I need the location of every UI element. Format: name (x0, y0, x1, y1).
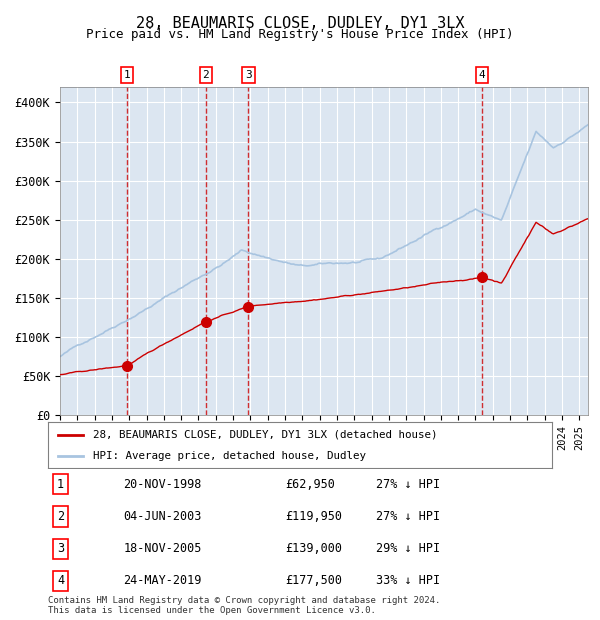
Text: HPI: Average price, detached house, Dudley: HPI: Average price, detached house, Dudl… (94, 451, 367, 461)
Text: 24-MAY-2019: 24-MAY-2019 (124, 575, 202, 587)
Text: 4: 4 (479, 70, 485, 80)
Text: £62,950: £62,950 (285, 478, 335, 490)
Text: 27% ↓ HPI: 27% ↓ HPI (376, 478, 440, 490)
Text: 4: 4 (57, 575, 64, 587)
Text: 3: 3 (57, 542, 64, 555)
Text: 28, BEAUMARIS CLOSE, DUDLEY, DY1 3LX: 28, BEAUMARIS CLOSE, DUDLEY, DY1 3LX (136, 16, 464, 30)
Text: 20-NOV-1998: 20-NOV-1998 (124, 478, 202, 490)
Text: 18-NOV-2005: 18-NOV-2005 (124, 542, 202, 555)
Text: 29% ↓ HPI: 29% ↓ HPI (376, 542, 440, 555)
Text: 28, BEAUMARIS CLOSE, DUDLEY, DY1 3LX (detached house): 28, BEAUMARIS CLOSE, DUDLEY, DY1 3LX (de… (94, 430, 438, 440)
Text: 1: 1 (57, 478, 64, 490)
Text: 33% ↓ HPI: 33% ↓ HPI (376, 575, 440, 587)
Text: 1: 1 (124, 70, 131, 80)
Text: 2: 2 (202, 70, 209, 80)
Text: £139,000: £139,000 (285, 542, 342, 555)
Text: Price paid vs. HM Land Registry's House Price Index (HPI): Price paid vs. HM Land Registry's House … (86, 28, 514, 41)
Text: £177,500: £177,500 (285, 575, 342, 587)
Text: 27% ↓ HPI: 27% ↓ HPI (376, 510, 440, 523)
Text: 04-JUN-2003: 04-JUN-2003 (124, 510, 202, 523)
Text: £119,950: £119,950 (285, 510, 342, 523)
Text: 3: 3 (245, 70, 252, 80)
Text: Contains HM Land Registry data © Crown copyright and database right 2024.
This d: Contains HM Land Registry data © Crown c… (48, 596, 440, 615)
Text: 2: 2 (57, 510, 64, 523)
